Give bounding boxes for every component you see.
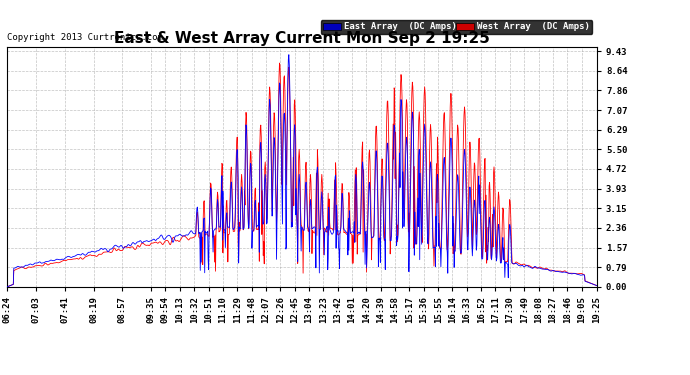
Title: East & West Array Current Mon Sep 2 19:25: East & West Array Current Mon Sep 2 19:2… [114,31,490,46]
Text: Copyright 2013 Curtronics.com: Copyright 2013 Curtronics.com [8,33,164,42]
Legend: East Array  (DC Amps), West Array  (DC Amps): East Array (DC Amps), West Array (DC Amp… [321,20,592,34]
